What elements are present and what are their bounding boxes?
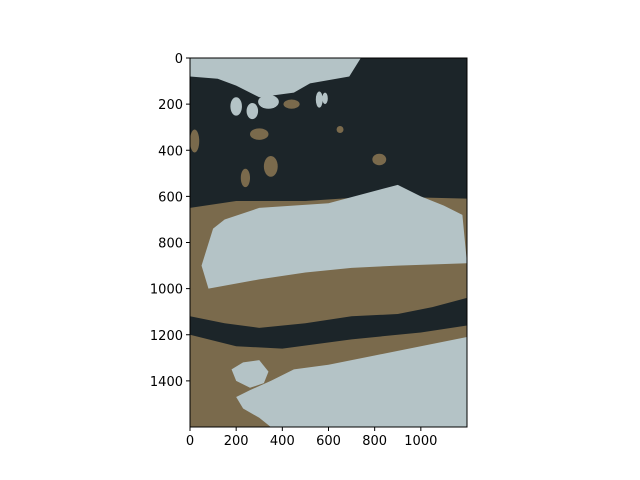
image-highlight xyxy=(250,128,269,140)
image-highlight xyxy=(322,92,328,105)
x-tick-label: 1000 xyxy=(404,434,437,449)
image-highlight xyxy=(190,129,200,153)
y-tick-label: 0 xyxy=(175,52,183,67)
y-tick-label: 600 xyxy=(158,190,183,205)
y-tick-label: 800 xyxy=(158,237,183,252)
image-highlight xyxy=(258,94,279,109)
y-tick-label: 1400 xyxy=(150,375,183,390)
x-tick-label: 0 xyxy=(186,434,194,449)
plot-area xyxy=(190,58,467,427)
image-highlight xyxy=(372,153,387,166)
image-highlight xyxy=(246,102,259,120)
image-highlight xyxy=(315,91,323,108)
y-axis: 0 200 400 600 800 1000 1200 1400 xyxy=(150,52,190,390)
image-highlight xyxy=(283,99,300,109)
image-region-dark-stripe xyxy=(190,297,467,349)
image-region-light-top-shape xyxy=(190,58,361,98)
image-region-light-floor xyxy=(236,337,467,427)
x-axis: 0 200 400 600 800 1000 xyxy=(186,427,437,449)
y-tick-label: 200 xyxy=(158,98,183,113)
x-tick-label: 800 xyxy=(362,434,387,449)
image-region-light-cloth xyxy=(201,184,467,289)
image-highlight xyxy=(240,168,251,188)
x-tick-label: 400 xyxy=(270,434,295,449)
x-tick-label: 600 xyxy=(316,434,341,449)
y-tick-label: 400 xyxy=(158,144,183,159)
image-highlight xyxy=(230,97,242,116)
y-tick-label: 1000 xyxy=(150,283,183,298)
image-highlight xyxy=(263,156,278,177)
image-region-dark-background xyxy=(190,58,467,220)
x-tick-label: 200 xyxy=(224,434,249,449)
y-tick-label: 1200 xyxy=(150,329,183,344)
image-region-light-blob xyxy=(231,360,269,388)
image-highlight xyxy=(336,126,344,133)
